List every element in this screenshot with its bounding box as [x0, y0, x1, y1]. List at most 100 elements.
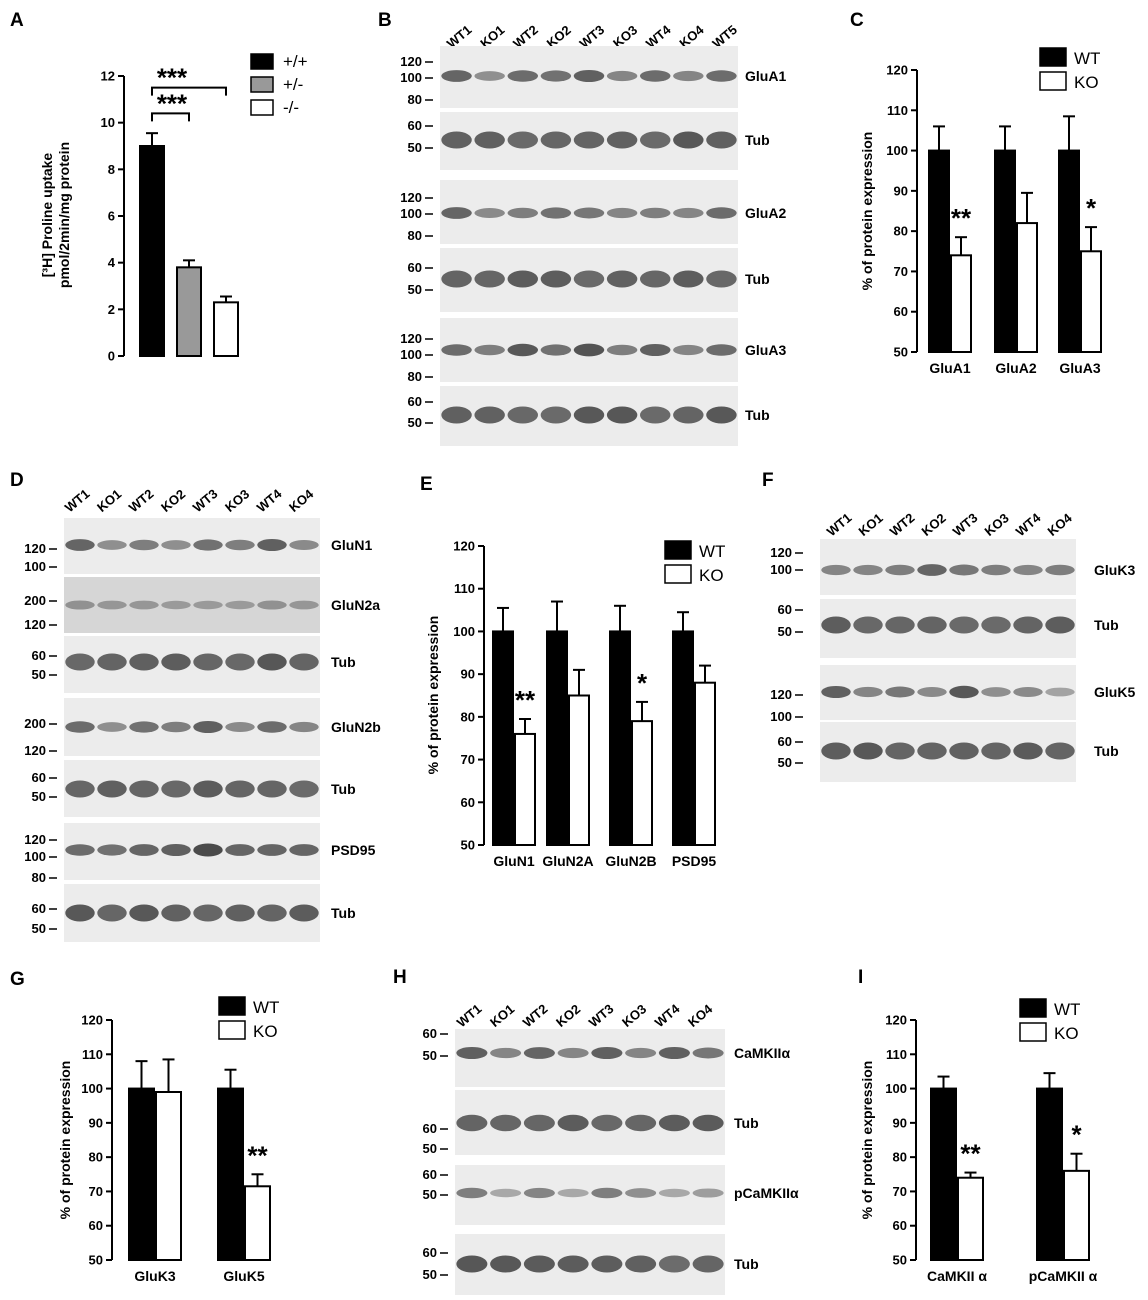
legend-label: WT: [699, 542, 725, 561]
y-tick-label: 110: [886, 1047, 907, 1062]
protein-band: [917, 616, 947, 634]
protein-band: [981, 564, 1011, 576]
protein-band: [490, 1255, 522, 1273]
protein-band: [639, 406, 671, 424]
legend-label: WT: [253, 998, 279, 1017]
mw-marker-label: 120: [770, 687, 792, 702]
bar-ko-GluA2: [1016, 222, 1038, 353]
category-label: GluA3: [1059, 360, 1100, 376]
mw-marker-label: 100: [770, 562, 792, 577]
protein-band: [573, 343, 605, 357]
protein-band: [591, 1187, 623, 1199]
legend-swatch: [250, 53, 274, 70]
mw-marker-label: 120: [400, 331, 422, 346]
lane-label: KO3: [222, 486, 252, 515]
protein-band: [591, 1255, 623, 1273]
bar-ko-GluN1: [514, 732, 536, 847]
legend-label: WT: [1054, 1000, 1080, 1019]
lane-label: KO3: [619, 1001, 649, 1030]
protein-band: [289, 780, 319, 798]
lane-label: WT3: [950, 510, 981, 539]
protein-band: [507, 207, 539, 219]
blot-target-label: PSD95: [331, 842, 376, 858]
blot-target-label: Tub: [745, 132, 770, 148]
bar-ko-GluN2B: [631, 720, 653, 847]
protein-band: [507, 270, 539, 288]
significance-marker: *: [1071, 1120, 1082, 1150]
bar-ko-pCaMKIIα: [1063, 1169, 1090, 1262]
protein-band: [606, 131, 638, 149]
blot-strip-GluN1: GluN1 120 100: [24, 518, 372, 574]
protein-band: [129, 904, 159, 922]
protein-band: [949, 685, 979, 699]
protein-band: [161, 653, 191, 671]
mw-marker-label: 100: [24, 849, 46, 864]
protein-band: [706, 406, 737, 424]
y-tick-label: 120: [886, 63, 908, 78]
chart-panel-I: 50 60 70 80 90 100 110 120 % of protein expressi…: [859, 998, 1098, 1284]
mw-marker-label: 60: [423, 1026, 437, 1041]
protein-band: [591, 1114, 623, 1132]
bar-wt-GluA3: [1058, 149, 1080, 353]
protein-band: [441, 406, 472, 424]
protein-band: [225, 780, 255, 798]
significance-bracket: [151, 86, 227, 96]
category-label: GluN2A: [542, 853, 593, 869]
bar-+/+: [139, 145, 165, 357]
y-tick-label: 0: [108, 349, 115, 364]
mw-marker-label: 80: [32, 870, 46, 885]
blot-strip-Tub: Tub 60 50: [408, 386, 770, 446]
lane-label: KO4: [685, 1001, 716, 1030]
mw-marker-label: 80: [408, 92, 422, 107]
mw-marker-label: 50: [408, 282, 422, 297]
mw-marker-label: 60: [32, 901, 46, 916]
y-tick-label: 100: [453, 624, 475, 639]
protein-band: [97, 780, 127, 798]
y-tick-label: 100: [886, 143, 908, 158]
y-tick-label: 12: [101, 69, 115, 84]
legend-swatch: [1019, 1022, 1047, 1042]
chart-panel-C: 50 60 70 80 90 100 110 120 % of protein expressi…: [859, 47, 1102, 376]
blot-strip-pCaMKIIα: pCaMKIIα 60 50: [423, 1165, 799, 1225]
y-axis-label-units: pmol/2min/mg protein: [56, 142, 72, 288]
mw-marker-label: 50: [423, 1048, 437, 1063]
protein-band: [193, 843, 223, 857]
protein-band: [129, 539, 159, 551]
protein-band: [853, 616, 883, 634]
y-tick-label: 100: [885, 1081, 907, 1096]
category-label: pCaMKII α: [1029, 1268, 1098, 1284]
protein-band: [456, 1255, 488, 1273]
bar-charts: 0 2 4 6 8 10 12 [³H] Proline uptake pmol/2min/mg…: [39, 47, 1102, 1284]
protein-band: [853, 564, 883, 576]
protein-band: [490, 1047, 522, 1059]
protein-band: [129, 653, 159, 671]
protein-band: [193, 600, 223, 610]
protein-band: [97, 722, 127, 732]
mw-marker-label: 60: [32, 648, 46, 663]
protein-band: [441, 344, 472, 356]
bar-ko-GluK3: [155, 1091, 182, 1261]
protein-band: [257, 904, 287, 922]
protein-band: [65, 539, 95, 551]
chart-panel-A: 0 2 4 6 8 10 12 [³H] Proline uptake pmol/2min/mg…: [39, 52, 308, 364]
protein-band: [289, 721, 319, 733]
mw-marker-label: 50: [423, 1267, 437, 1282]
protein-band: [289, 540, 319, 550]
protein-band: [673, 344, 704, 356]
blot-strip-GluK5: GluK5 120 100: [770, 665, 1135, 724]
protein-band: [591, 1046, 623, 1060]
protein-band: [523, 1255, 555, 1273]
legend-label: KO: [253, 1022, 278, 1041]
protein-band: [540, 406, 572, 424]
mw-marker-label: 100: [400, 206, 422, 221]
protein-band: [507, 131, 539, 149]
y-tick-label: 70: [894, 264, 908, 279]
blot-target-label: Tub: [745, 271, 770, 287]
blot-target-label: Tub: [734, 1256, 759, 1272]
y-tick-label: 90: [894, 183, 908, 198]
protein-band: [917, 742, 947, 760]
protein-band: [225, 844, 255, 856]
lane-label: WT2: [126, 486, 157, 515]
protein-band: [97, 653, 127, 671]
